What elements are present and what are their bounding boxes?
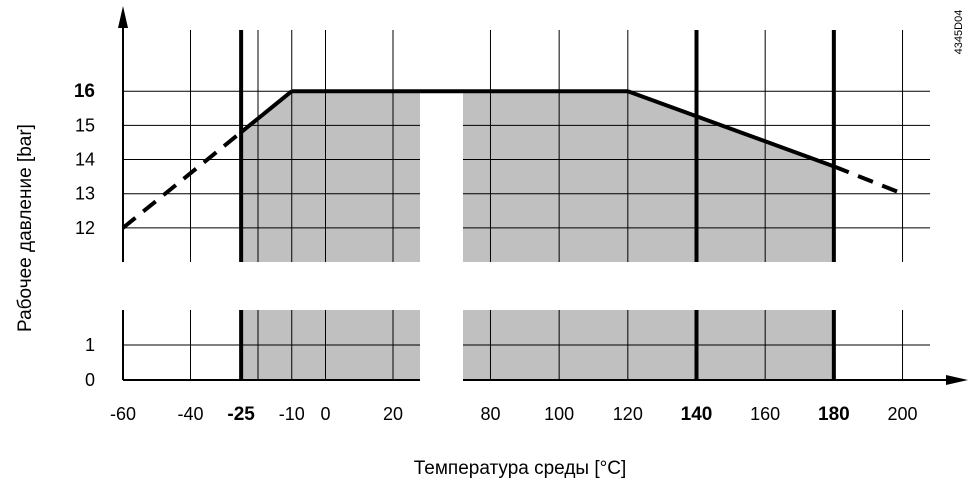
x-tick-label-80: 80 (480, 404, 500, 424)
x-axis-title: Температура среды [°C] (414, 458, 626, 479)
y-tick-label-12: 12 (75, 218, 95, 238)
x-tick-label-160: 160 (750, 404, 780, 424)
y-tick-label-14: 14 (75, 150, 95, 170)
x-axis-arrow (946, 375, 968, 385)
x-tick-label--10: -10 (279, 404, 305, 424)
pressure-curves (121, 89, 904, 230)
y-tick-label-16: 16 (74, 81, 95, 102)
x-tick-label--25: -25 (227, 404, 255, 425)
curve-dashed-2-seg-0 (833, 164, 904, 196)
permitted-area-upper-left (241, 91, 420, 262)
x-tick-label-180: 180 (818, 404, 850, 425)
x-tick-label-120: 120 (613, 404, 643, 424)
curve-solid-0-seg-0 (239, 89, 294, 134)
x-tick-label-200: 200 (888, 404, 918, 424)
y-tick-label-15: 15 (75, 115, 95, 135)
tick-labels: -60 -40 -25 -10 0 20 80 100 120 140 160 180 200 0 1 12 1… (74, 81, 918, 425)
figure-code: 4345D04 (953, 10, 965, 55)
y-tick-label-0: 0 (85, 370, 95, 390)
y-axis-arrow (118, 6, 128, 28)
x-tick-label--40: -40 (177, 404, 203, 424)
curve-dashed-1-seg-0 (121, 130, 243, 230)
x-tick-label-100: 100 (544, 404, 574, 424)
curve-solid-0-seg-2 (627, 89, 835, 169)
y-axis-title: Рабочее давление [bar] (15, 124, 36, 332)
permitted-area-upper-right (463, 91, 834, 262)
y-tick-label-1: 1 (85, 335, 95, 355)
x-tick-label-140: 140 (681, 404, 713, 425)
x-tick-label-0: 0 (320, 404, 330, 424)
y-tick-label-13: 13 (75, 184, 95, 204)
axes (118, 6, 968, 385)
x-tick-label--60: -60 (110, 404, 136, 424)
x-tick-label-20: 20 (383, 404, 403, 424)
